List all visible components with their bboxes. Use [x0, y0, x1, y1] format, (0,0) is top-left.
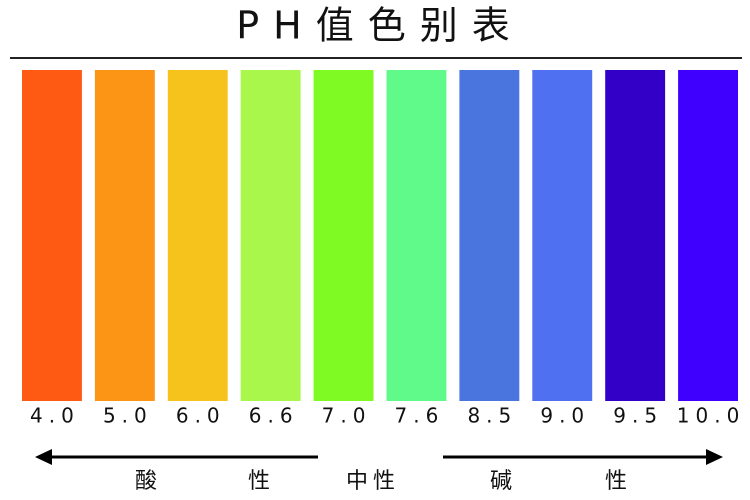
ph-label: 10.0 — [677, 404, 746, 428]
color-swatch — [22, 70, 82, 401]
neutral-label: 中性 — [346, 469, 400, 494]
ph-label: 8.5 — [467, 404, 517, 428]
acid-label: 酸性 — [135, 469, 361, 494]
ph-label: 5.0 — [103, 404, 153, 428]
color-swatch — [313, 70, 374, 401]
color-swatch — [678, 70, 738, 401]
color-swatch — [386, 70, 447, 401]
title: PH值色别表 — [236, 4, 524, 48]
ph-label: 4.0 — [30, 404, 80, 428]
color-swatch — [240, 70, 301, 401]
color-swatch — [532, 70, 593, 401]
base-arrow-head — [706, 449, 723, 465]
acid-arrow-head — [35, 449, 52, 465]
color-swatch — [605, 70, 666, 401]
color-swatch — [167, 70, 228, 401]
base-label: 碱性 — [490, 469, 720, 494]
ph-label: 9.5 — [613, 404, 663, 428]
ph-label: 6.6 — [249, 404, 299, 428]
ph-label: 7.0 — [322, 404, 372, 428]
ph-label: 9.0 — [540, 404, 590, 428]
color-swatch — [459, 70, 520, 401]
ph-label: 7.6 — [395, 404, 445, 428]
ph-label: 6.0 — [176, 404, 226, 428]
color-swatch — [94, 70, 155, 401]
